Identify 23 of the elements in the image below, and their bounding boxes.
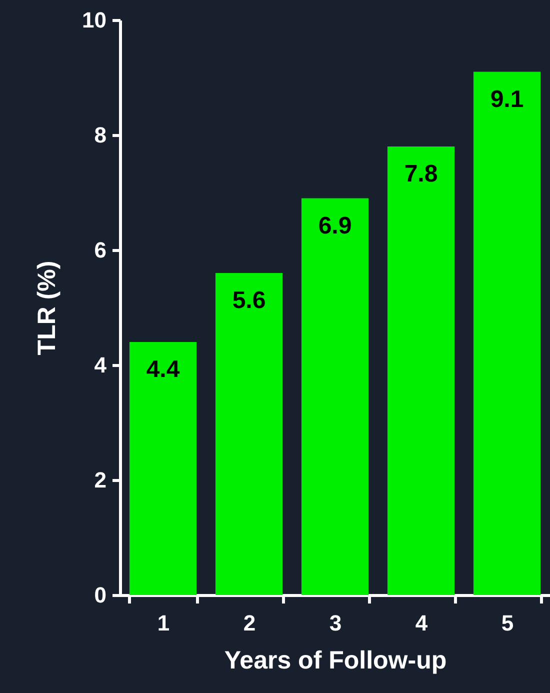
x-tick-label: 4	[415, 610, 428, 636]
bar	[387, 146, 455, 595]
x-tick-label: 2	[243, 610, 256, 636]
y-tick-label: 2	[94, 468, 106, 492]
y-tick-label: 4	[94, 352, 108, 378]
x-axis-title: Years of Follow-up	[224, 646, 447, 674]
data-label: 9.1	[490, 86, 524, 113]
y-tick-label: 0	[94, 582, 106, 608]
bar	[129, 342, 197, 595]
data-label: 5.6	[232, 287, 266, 314]
x-tick-label: 1	[157, 610, 170, 636]
data-label: 7.8	[404, 160, 438, 188]
y-tick-label: 10	[82, 8, 106, 32]
data-label: 4.4	[146, 356, 180, 383]
data-label: 6.9	[318, 212, 352, 240]
y-tick-label: 6	[94, 238, 106, 262]
bar	[301, 198, 369, 595]
x-tick-label: 3	[329, 610, 342, 636]
x-tick-label: 5	[501, 610, 514, 636]
bar	[473, 72, 541, 595]
y-tick-label: 8	[94, 122, 106, 148]
bar	[215, 273, 283, 595]
y-axis-title: TLR (%)	[33, 260, 62, 356]
